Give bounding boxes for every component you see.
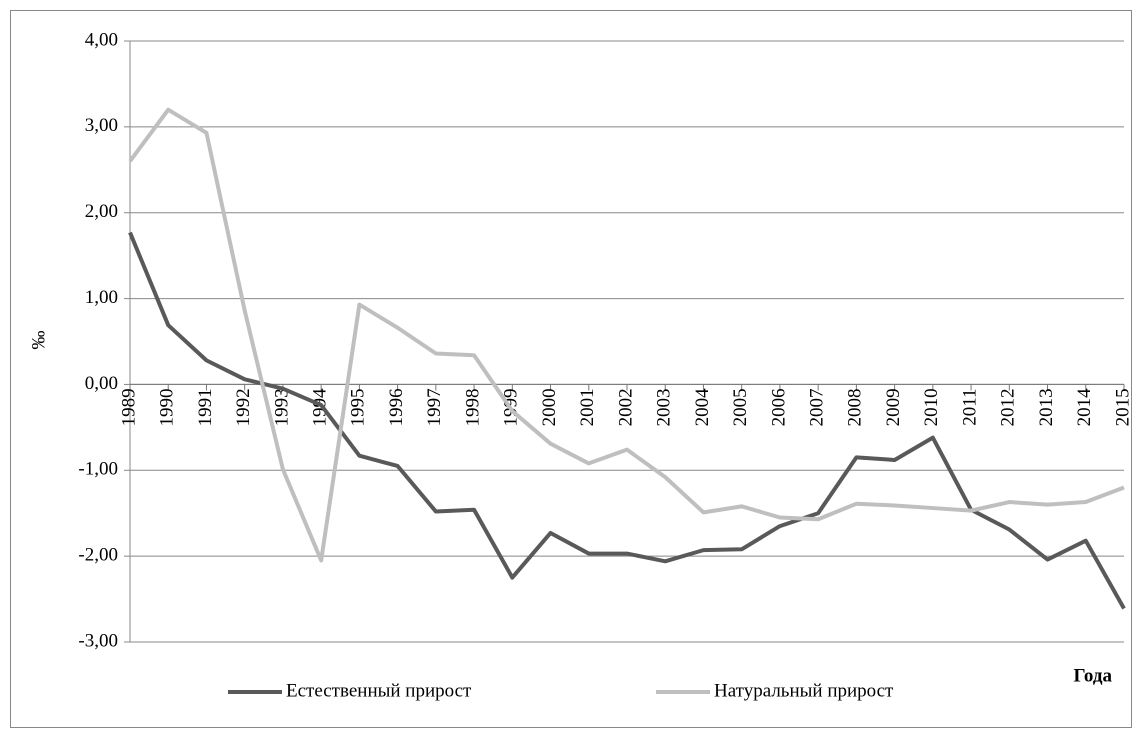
- x-tick-label: 2008: [845, 388, 866, 426]
- x-tick-label: 1989: [118, 388, 139, 426]
- data-line: [128, 107, 1125, 563]
- y-tick-label: 4,00: [85, 29, 118, 50]
- x-tick-label: 1995: [348, 388, 369, 426]
- x-tick-label: 1992: [233, 388, 254, 426]
- x-tick-label: 2007: [807, 388, 828, 426]
- x-tick-label: 1996: [386, 388, 407, 426]
- legend-label: Естественный прирост: [286, 680, 472, 701]
- x-tick-label: 2004: [692, 388, 713, 427]
- chart-border: [10, 10, 1132, 728]
- y-tick-label: 1,00: [85, 287, 118, 308]
- x-tick-label: 2012: [998, 388, 1019, 426]
- x-tick-label: 2010: [921, 388, 942, 426]
- y-tick-label: -3,00: [78, 630, 118, 651]
- y-tick-label: -1,00: [78, 459, 118, 480]
- x-tick-label: 1990: [157, 388, 178, 426]
- x-tick-label: 1994: [310, 388, 331, 427]
- x-tick-label: 2003: [654, 388, 675, 426]
- x-axis-title: Года: [1074, 665, 1113, 686]
- y-tick-label: 0,00: [85, 373, 118, 394]
- data-line: [128, 231, 1126, 610]
- x-tick-label: 2006: [768, 388, 789, 426]
- x-tick-label: 1998: [462, 388, 483, 426]
- y-tick-label: 3,00: [85, 115, 118, 136]
- x-tick-label: 2015: [1112, 388, 1133, 426]
- x-tick-label: 2002: [615, 388, 636, 426]
- x-tick-label: 1997: [424, 388, 445, 426]
- legend-label: Натуральный прирост: [714, 680, 894, 701]
- y-tick-label: 2,00: [85, 201, 118, 222]
- y-tick-label: -2,00: [78, 545, 118, 566]
- x-tick-label: 2000: [539, 388, 560, 426]
- x-tick-label: 2013: [1036, 388, 1057, 426]
- x-tick-label: 2009: [883, 388, 904, 426]
- x-tick-label: 1993: [271, 388, 292, 426]
- x-tick-label: 2001: [577, 388, 598, 426]
- x-tick-label: 1991: [195, 388, 216, 426]
- x-tick-label: 2005: [730, 388, 751, 426]
- y-axis-title: ‰: [28, 331, 49, 350]
- x-tick-label: 2011: [959, 388, 980, 425]
- x-tick-label: 2014: [1074, 388, 1095, 427]
